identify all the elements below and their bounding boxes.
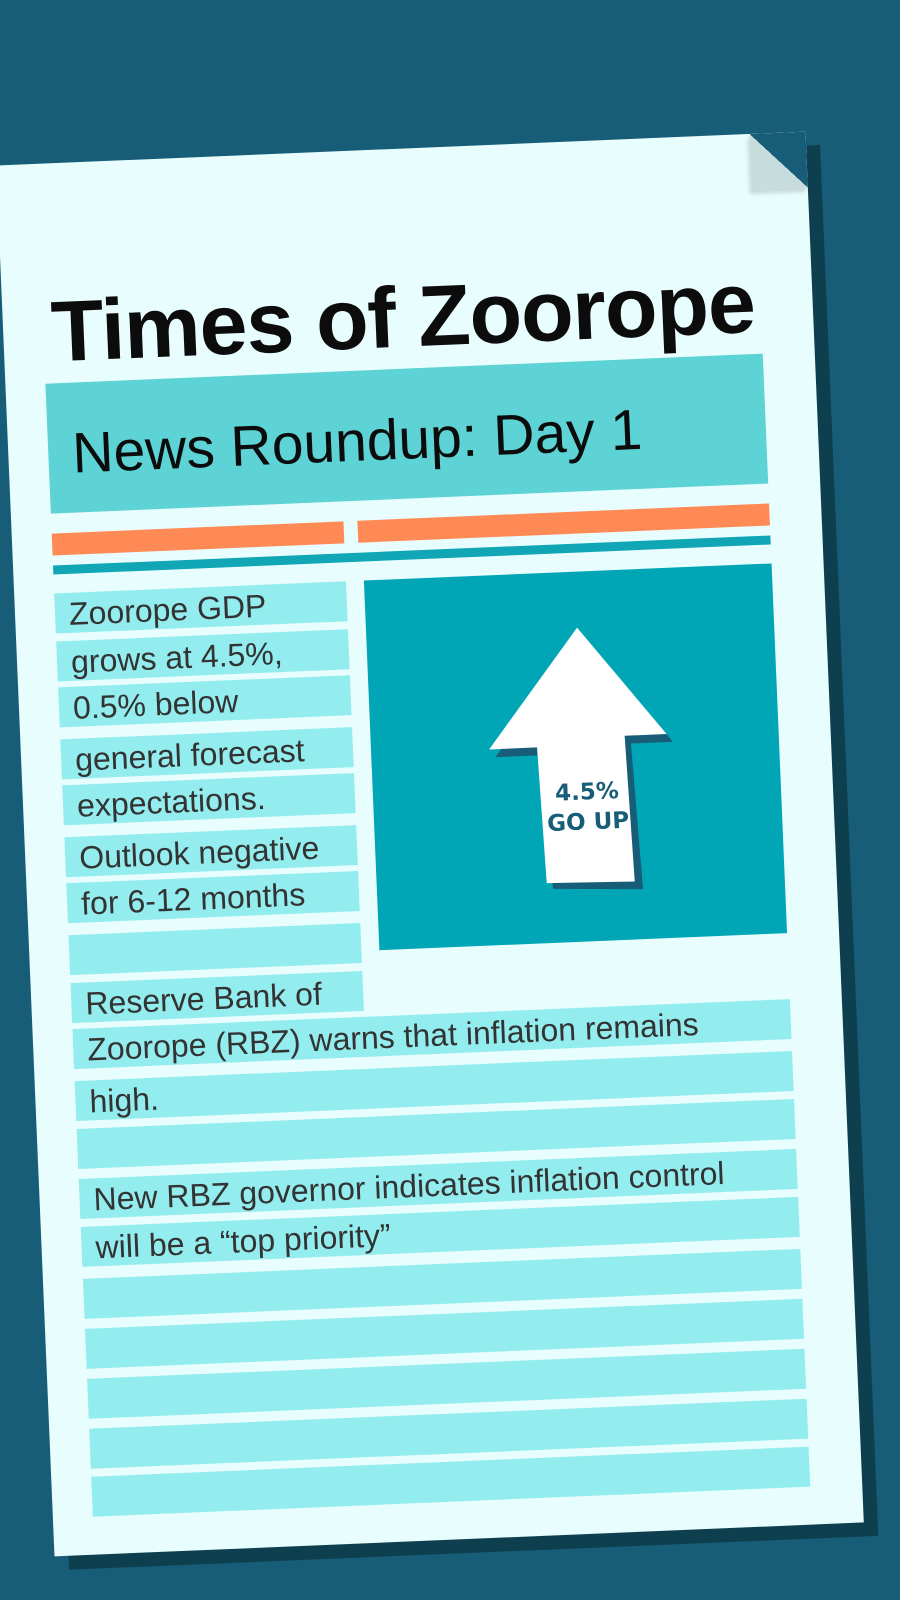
orange-divider-left: [51, 521, 345, 556]
growth-percent: 4.5%: [554, 778, 620, 807]
gdp-story-line: 0.5% below: [58, 675, 352, 728]
newspaper: Times of Zoorope News Roundup: Day 1 Zoo…: [0, 131, 879, 1570]
gdp-story-line: Zoorope GDP: [54, 581, 348, 634]
newspaper-page: Times of Zoorope News Roundup: Day 1 Zoo…: [0, 131, 864, 1557]
orange-divider-right: [357, 503, 770, 543]
gdp-story-line: for 6-12 months: [66, 871, 360, 924]
blank-line: [68, 922, 362, 976]
gdp-story-line: expectations.: [62, 773, 356, 826]
page-corner-fold: [749, 131, 808, 190]
growth-caption: GO UP: [546, 807, 630, 838]
rbz-story-line: Reserve Bank of: [70, 970, 364, 1024]
up-arrow-icon: [489, 627, 673, 890]
gdp-story-line: grows at 4.5%,: [56, 629, 350, 682]
gdp-story-line: Outlook negative: [64, 825, 358, 878]
gdp-figure: 4.5% GO UP: [363, 563, 788, 951]
growth-label: 4.5% GO UP: [536, 775, 638, 839]
gdp-story-line: general forecast: [60, 727, 354, 780]
headline-title: News Roundup: Day 1: [70, 397, 644, 486]
